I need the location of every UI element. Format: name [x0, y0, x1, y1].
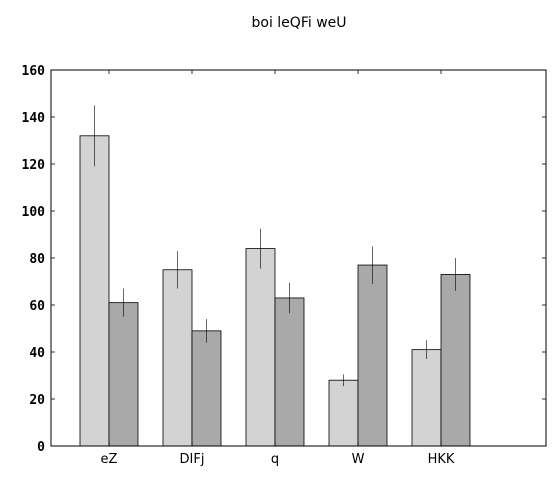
x-tick-label-q: q	[271, 452, 279, 467]
y-tick-label-20: 20	[29, 393, 45, 408]
bar-W-series-1	[329, 380, 358, 446]
bar-HKK-series-1	[412, 350, 441, 446]
y-tick-label-40: 40	[29, 346, 45, 361]
plot-area: eZ DIFj q W HKK 0 20 40 60 80 100 120 140 160	[22, 64, 546, 467]
y-tick-label-60: 60	[29, 299, 45, 314]
bar-DIFj-series-1	[163, 270, 192, 446]
x-tick-label-DIFj: DIFj	[180, 452, 205, 467]
bar-eZ-series-1	[80, 136, 109, 446]
x-tick-label-HKK: HKK	[428, 452, 455, 467]
y-tick-label-0: 0	[37, 440, 45, 455]
x-tick-label-eZ: eZ	[101, 452, 118, 467]
bar-q-series-2	[275, 298, 304, 446]
bar-HKK-series-2	[441, 274, 470, 446]
bar-DIFj-series-2	[192, 331, 221, 446]
y-tick-label-80: 80	[29, 252, 45, 267]
y-tick-label-100: 100	[22, 205, 46, 220]
bar-W-series-2	[358, 265, 387, 446]
bar-eZ-series-2	[109, 303, 138, 446]
x-tick-label-W: W	[352, 452, 365, 467]
y-tick-label-140: 140	[22, 111, 46, 126]
y-tick-label-160: 160	[22, 64, 46, 79]
bar-q-series-1	[246, 249, 275, 446]
y-tick-label-120: 120	[22, 158, 46, 173]
chart-title: boi leQFi weU	[252, 15, 347, 31]
